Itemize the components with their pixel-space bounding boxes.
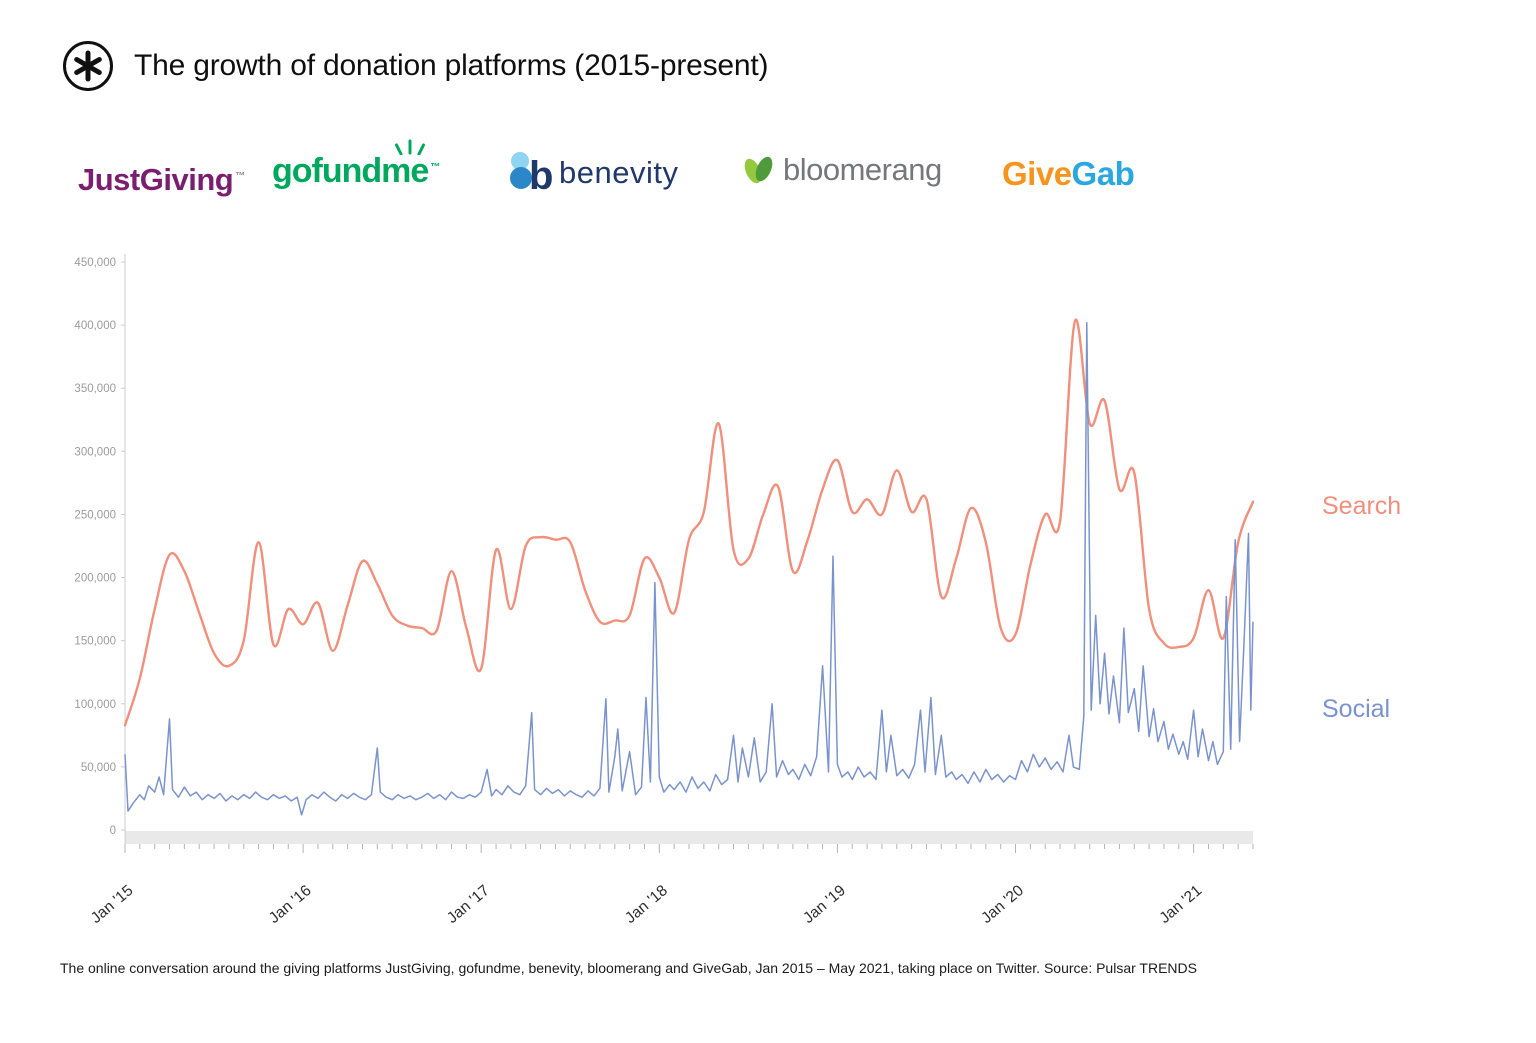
y-tick-label: 450,000 bbox=[74, 257, 116, 269]
x-tick-label: Jan '20 bbox=[978, 882, 1027, 927]
y-tick-label: 400,000 bbox=[74, 320, 116, 332]
pulsar-asterisk-icon bbox=[63, 41, 113, 91]
justgiving-wordmark: JustGiving bbox=[78, 162, 234, 197]
gofundme-wordmark: gofundme bbox=[272, 152, 429, 190]
series-label-social: Social bbox=[1322, 695, 1390, 723]
bloomerang-leaves-icon bbox=[744, 156, 773, 184]
y-tick-label: 150,000 bbox=[74, 636, 116, 648]
x-tick-label: Jan '18 bbox=[622, 882, 671, 927]
y-tick-label: 100,000 bbox=[74, 699, 116, 711]
caption: The online conversation around the givin… bbox=[60, 960, 1197, 976]
givegab-gab-wordmark: Gab bbox=[1071, 155, 1135, 192]
x-axis-band bbox=[125, 831, 1253, 844]
x-tick-label: Jan '17 bbox=[444, 882, 493, 927]
pulsar-asterisk-logo bbox=[62, 40, 114, 92]
y-tick-label: 350,000 bbox=[74, 383, 116, 395]
y-tick-label: 300,000 bbox=[74, 446, 116, 458]
trademark-symbol: ™ bbox=[430, 161, 440, 173]
x-tick-label: Jan '16 bbox=[266, 882, 315, 927]
page-title: The growth of donation platforms (2015-p… bbox=[134, 49, 769, 82]
y-tick-label: 200,000 bbox=[74, 573, 116, 585]
search-series-line bbox=[123, 318, 1255, 727]
benevity-flower-icon: b bbox=[510, 152, 553, 194]
logo-benevity: b benevity bbox=[508, 148, 678, 194]
logo-justgiving: JustGiving ™ bbox=[78, 162, 245, 198]
logo-givegab: GiveGab bbox=[1002, 155, 1135, 193]
social-series-line bbox=[124, 321, 1254, 816]
benevity-b-letter: b bbox=[529, 154, 553, 194]
y-tick-label: 0 bbox=[110, 825, 116, 837]
gofundme-sprout-icon bbox=[395, 139, 426, 155]
series-label-search: Search bbox=[1322, 492, 1401, 520]
logo-gofundme: gofundme ™ bbox=[272, 139, 440, 191]
y-tick-label: 250,000 bbox=[74, 509, 116, 521]
x-tick-label: Jan '21 bbox=[1156, 882, 1205, 927]
y-tick-label: 50,000 bbox=[81, 762, 116, 774]
x-tick-label: Jan '15 bbox=[88, 882, 137, 927]
trademark-symbol: ™ bbox=[235, 170, 245, 182]
givegab-give-wordmark: Give bbox=[1002, 155, 1072, 192]
header: The growth of donation platforms (2015-p… bbox=[62, 40, 768, 92]
bloomerang-wordmark: bloomerang bbox=[783, 152, 942, 187]
logo-bloomerang: bloomerang bbox=[740, 150, 942, 190]
benevity-wordmark: benevity bbox=[559, 155, 679, 190]
x-tick-label: Jan '19 bbox=[800, 882, 849, 927]
